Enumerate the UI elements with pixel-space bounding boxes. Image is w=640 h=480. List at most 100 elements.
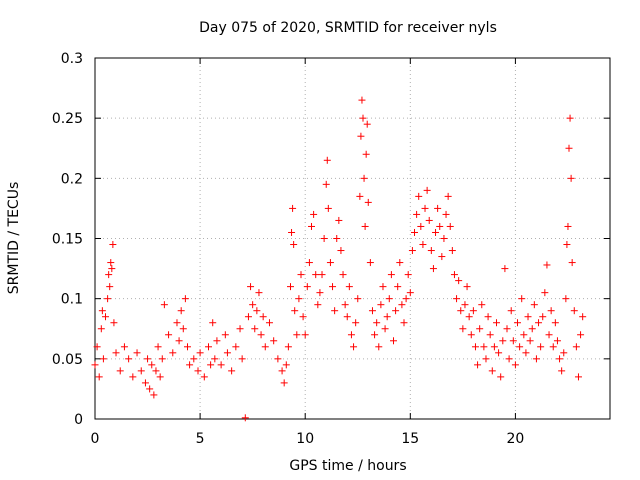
data-point: [518, 295, 526, 303]
data-point: [125, 355, 133, 363]
data-point: [446, 222, 454, 230]
data-point: [387, 271, 395, 279]
data-point: [280, 379, 288, 387]
data-point: [480, 343, 488, 351]
data-point: [156, 373, 164, 381]
data-point: [469, 307, 477, 315]
data-point: [270, 337, 278, 345]
data-point: [509, 337, 517, 345]
data-point: [484, 313, 492, 321]
data-point: [310, 210, 318, 218]
data-point: [574, 373, 582, 381]
x-tick-label: 0: [91, 431, 100, 447]
data-point: [295, 295, 303, 303]
data-point: [448, 247, 456, 255]
data-point: [526, 337, 534, 345]
data-point: [109, 241, 117, 249]
data-point: [492, 319, 500, 327]
data-point: [551, 319, 559, 327]
data-point: [415, 192, 423, 200]
y-tick-label: 0.05: [52, 352, 83, 368]
data-point: [297, 271, 305, 279]
data-point: [501, 265, 509, 273]
data-point: [579, 313, 587, 321]
data-point: [535, 319, 543, 327]
data-point: [288, 228, 296, 236]
data-point: [522, 349, 530, 357]
data-point: [567, 174, 575, 182]
data-point: [261, 343, 269, 351]
data-point: [291, 307, 299, 315]
data-point: [425, 216, 433, 224]
data-point: [434, 204, 442, 212]
data-point: [427, 247, 435, 255]
data-marks: [91, 96, 587, 422]
data-point: [373, 319, 381, 327]
data-point: [440, 235, 448, 242]
data-point: [152, 367, 160, 375]
data-point: [539, 313, 547, 321]
data-point: [97, 325, 105, 333]
data-point: [312, 271, 320, 279]
data-point: [183, 343, 191, 351]
data-point: [419, 241, 427, 249]
data-point: [120, 343, 128, 351]
x-axis-label: GPS time / hours: [289, 458, 406, 474]
data-point: [482, 355, 490, 363]
data-point: [236, 325, 244, 333]
data-point: [436, 222, 444, 230]
data-point: [247, 283, 255, 291]
data-point: [545, 331, 553, 339]
data-point: [129, 373, 137, 381]
data-point: [102, 313, 110, 321]
data-point: [442, 210, 450, 218]
data-point: [177, 307, 185, 315]
data-point: [524, 313, 532, 321]
data-point: [450, 271, 458, 279]
y-tick-label: 0.15: [52, 232, 83, 248]
data-point: [316, 289, 324, 297]
data-point: [558, 367, 566, 375]
data-point: [455, 277, 463, 285]
data-point: [371, 331, 379, 339]
data-point: [358, 96, 366, 104]
data-point: [471, 343, 479, 351]
data-point: [137, 367, 145, 375]
data-point: [363, 120, 371, 128]
data-point: [553, 337, 561, 345]
data-point: [108, 265, 116, 273]
data-point: [175, 337, 183, 345]
data-point: [186, 361, 194, 369]
data-point: [329, 283, 337, 291]
data-point: [93, 343, 101, 351]
data-point: [459, 325, 467, 333]
data-point: [265, 319, 273, 327]
data-point: [337, 247, 345, 255]
data-point: [181, 295, 189, 303]
data-point: [364, 198, 372, 206]
data-point: [467, 331, 475, 339]
data-point: [345, 283, 353, 291]
y-tick-label: 0.3: [61, 51, 83, 67]
data-point: [251, 325, 259, 333]
data-point: [343, 313, 351, 321]
data-point: [413, 210, 421, 218]
x-tick-label: 15: [401, 431, 419, 447]
y-tick-label: 0.1: [61, 292, 83, 308]
data-point: [335, 216, 343, 224]
data-point: [359, 114, 367, 122]
data-point: [438, 253, 446, 261]
data-point: [148, 361, 156, 369]
data-point: [556, 355, 564, 363]
data-point: [282, 361, 290, 369]
data-point: [400, 319, 408, 327]
data-point: [95, 373, 103, 381]
data-point: [244, 313, 252, 321]
y-tick-label: 0.25: [52, 111, 83, 127]
data-point: [352, 319, 360, 327]
data-point: [205, 343, 213, 351]
data-point: [112, 349, 120, 357]
data-point: [461, 301, 469, 309]
data-point: [549, 343, 557, 351]
